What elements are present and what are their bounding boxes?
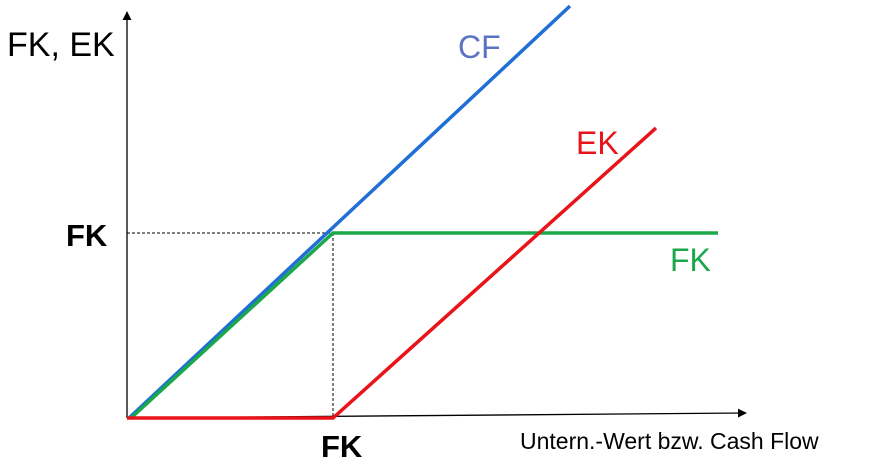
x-tick-label-fk: FK	[321, 429, 363, 464]
y-axis-label: FK, EK	[7, 26, 115, 64]
x-axis-label: Untern.-Wert bzw. Cash Flow	[520, 428, 819, 454]
ek-line	[127, 126, 658, 420]
fk-line-label: FK	[670, 242, 711, 278]
y-tick-label-fk: FK	[66, 218, 108, 253]
ek-line-label: EK	[576, 125, 619, 161]
cf-line-label: CF	[458, 29, 501, 65]
cf-line	[127, 4, 572, 420]
fk-line	[129, 231, 718, 420]
